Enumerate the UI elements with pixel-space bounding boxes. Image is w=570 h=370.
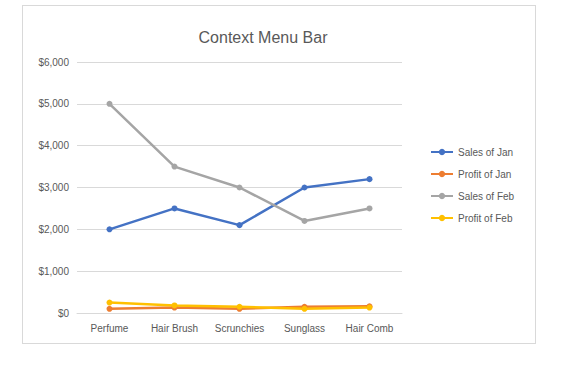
- svg-text:Scrunchies: Scrunchies: [215, 323, 264, 334]
- svg-text:Perfume: Perfume: [91, 323, 129, 334]
- svg-text:Context Menu Bar: Context Menu Bar: [199, 29, 329, 46]
- svg-text:Hair Brush: Hair Brush: [151, 323, 198, 334]
- svg-text:$5,000: $5,000: [38, 98, 69, 109]
- svg-text:$3,000: $3,000: [38, 182, 69, 193]
- svg-text:$1,000: $1,000: [38, 266, 69, 277]
- svg-text:$0: $0: [58, 308, 70, 319]
- svg-text:Profit of Jan: Profit of Jan: [458, 169, 511, 180]
- svg-text:Sales of Feb: Sales of Feb: [458, 191, 515, 202]
- svg-text:Sales of Jan: Sales of Jan: [458, 147, 513, 158]
- svg-text:$4,000: $4,000: [38, 140, 69, 151]
- svg-text:Sunglass: Sunglass: [284, 323, 325, 334]
- svg-text:Hair Comb: Hair Comb: [346, 323, 394, 334]
- svg-text:$2,000: $2,000: [38, 224, 69, 235]
- svg-text:Profit of Feb: Profit of Feb: [458, 213, 513, 224]
- svg-text:$6,000: $6,000: [38, 57, 69, 68]
